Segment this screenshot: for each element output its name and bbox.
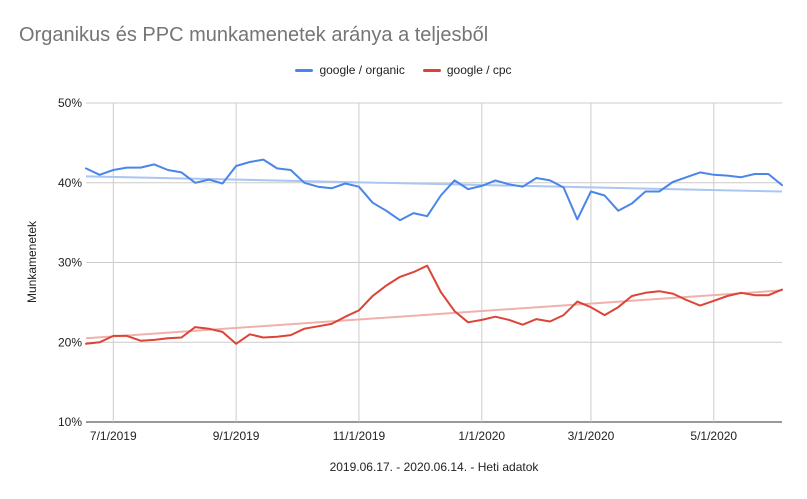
legend-item-cpc[interactable]: google / cpc [422, 63, 512, 77]
legend-item-organic[interactable]: google / organic [295, 63, 405, 77]
trendline-cpc [85, 289, 783, 340]
chart-title: Organikus és PPC munkamenetek aránya a t… [19, 24, 489, 46]
x-axis-ticks: 7/1/2019 9/1/2019 11/1/2019 1/1/2020 3/1/202… [90, 429, 738, 443]
legend-label-organic: google / organic [319, 63, 405, 77]
y-tick-label: 30% [58, 256, 82, 270]
y-tick-label: 10% [58, 415, 82, 429]
series-line-cpc[interactable] [85, 264, 783, 345]
x-tick-label: 11/1/2019 [333, 429, 386, 443]
trendline-organic [85, 175, 783, 193]
series-layer [85, 158, 783, 345]
y-tick-label: 20% [58, 335, 82, 349]
x-tick-label: 3/1/2020 [568, 429, 615, 443]
legend-label-cpc: google / cpc [446, 63, 512, 77]
series-line-organic[interactable] [85, 158, 783, 222]
y-tick-label: 40% [58, 176, 82, 190]
x-tick-label: 1/1/2020 [458, 429, 505, 443]
legend: google / organic google / cpc [0, 63, 807, 77]
x-axis-title: 2019.06.17. - 2020.06.14. - Heti adatok [330, 460, 540, 474]
legend-swatch-organic [295, 68, 314, 72]
y-axis-ticks: 10% 20% 30% 40% 50% [58, 96, 82, 429]
x-tick-label: 5/1/2020 [690, 429, 737, 443]
grid-layer [86, 102, 782, 423]
trend-layer [85, 175, 783, 340]
y-tick-label: 50% [58, 96, 82, 110]
y-axis-title: Munkamenetek [25, 220, 39, 303]
legend-swatch-cpc [422, 68, 441, 72]
x-tick-label: 7/1/2019 [90, 429, 137, 443]
x-tick-label: 9/1/2019 [213, 429, 260, 443]
